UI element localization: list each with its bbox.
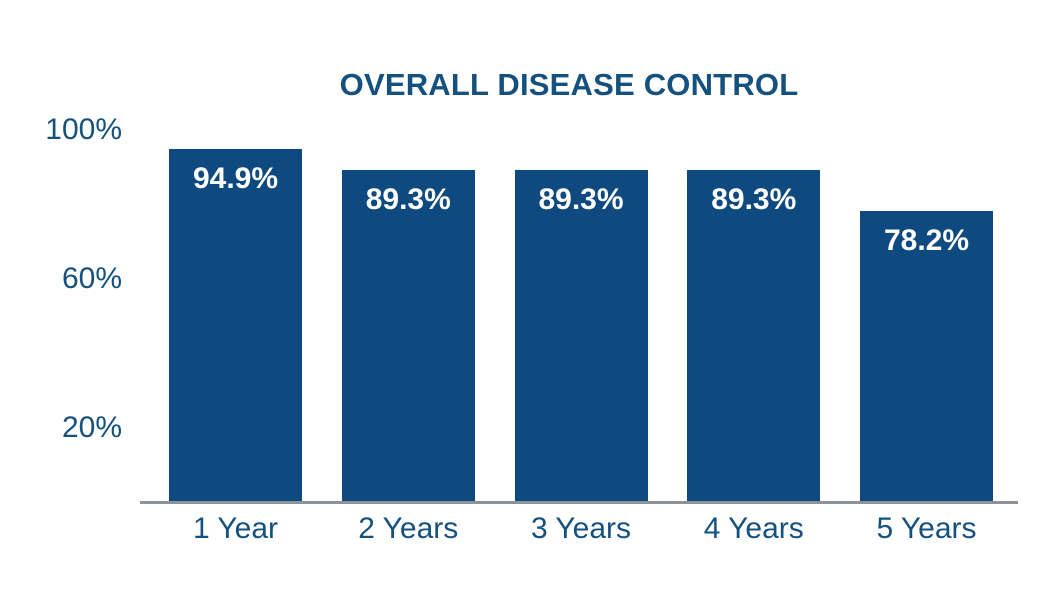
bar: 89.3% (341, 169, 475, 503)
y-axis-tick-label: 100% (45, 112, 122, 146)
x-axis-category-label: 1 Year (192, 512, 279, 545)
bar-value-label: 89.3% (711, 182, 797, 216)
bar-value-label: 89.3% (538, 182, 624, 216)
bar: 94.9% (169, 148, 302, 503)
bar: 89.3% (687, 169, 821, 503)
x-axis-category-label: 5 Years (876, 512, 977, 545)
x-axis-category-label: 2 Years (358, 512, 459, 545)
x-axis-category-label: 3 Years (530, 512, 632, 545)
x-axis-category-label: 4 Years (703, 512, 804, 545)
bar: 89.3% (514, 169, 648, 503)
bar-value-label: 78.2% (883, 224, 970, 258)
bar-value-label: 94.9% (192, 161, 279, 195)
y-axis-tick-label: 60% (61, 262, 122, 296)
bar: 78.2% (860, 211, 993, 503)
y-axis-tick-label: 20% (61, 411, 122, 445)
chart-title: OVERALL DISEASE CONTROL (339, 67, 799, 102)
bar-value-label: 89.3% (365, 182, 451, 216)
x-axis-line (140, 501, 1018, 504)
